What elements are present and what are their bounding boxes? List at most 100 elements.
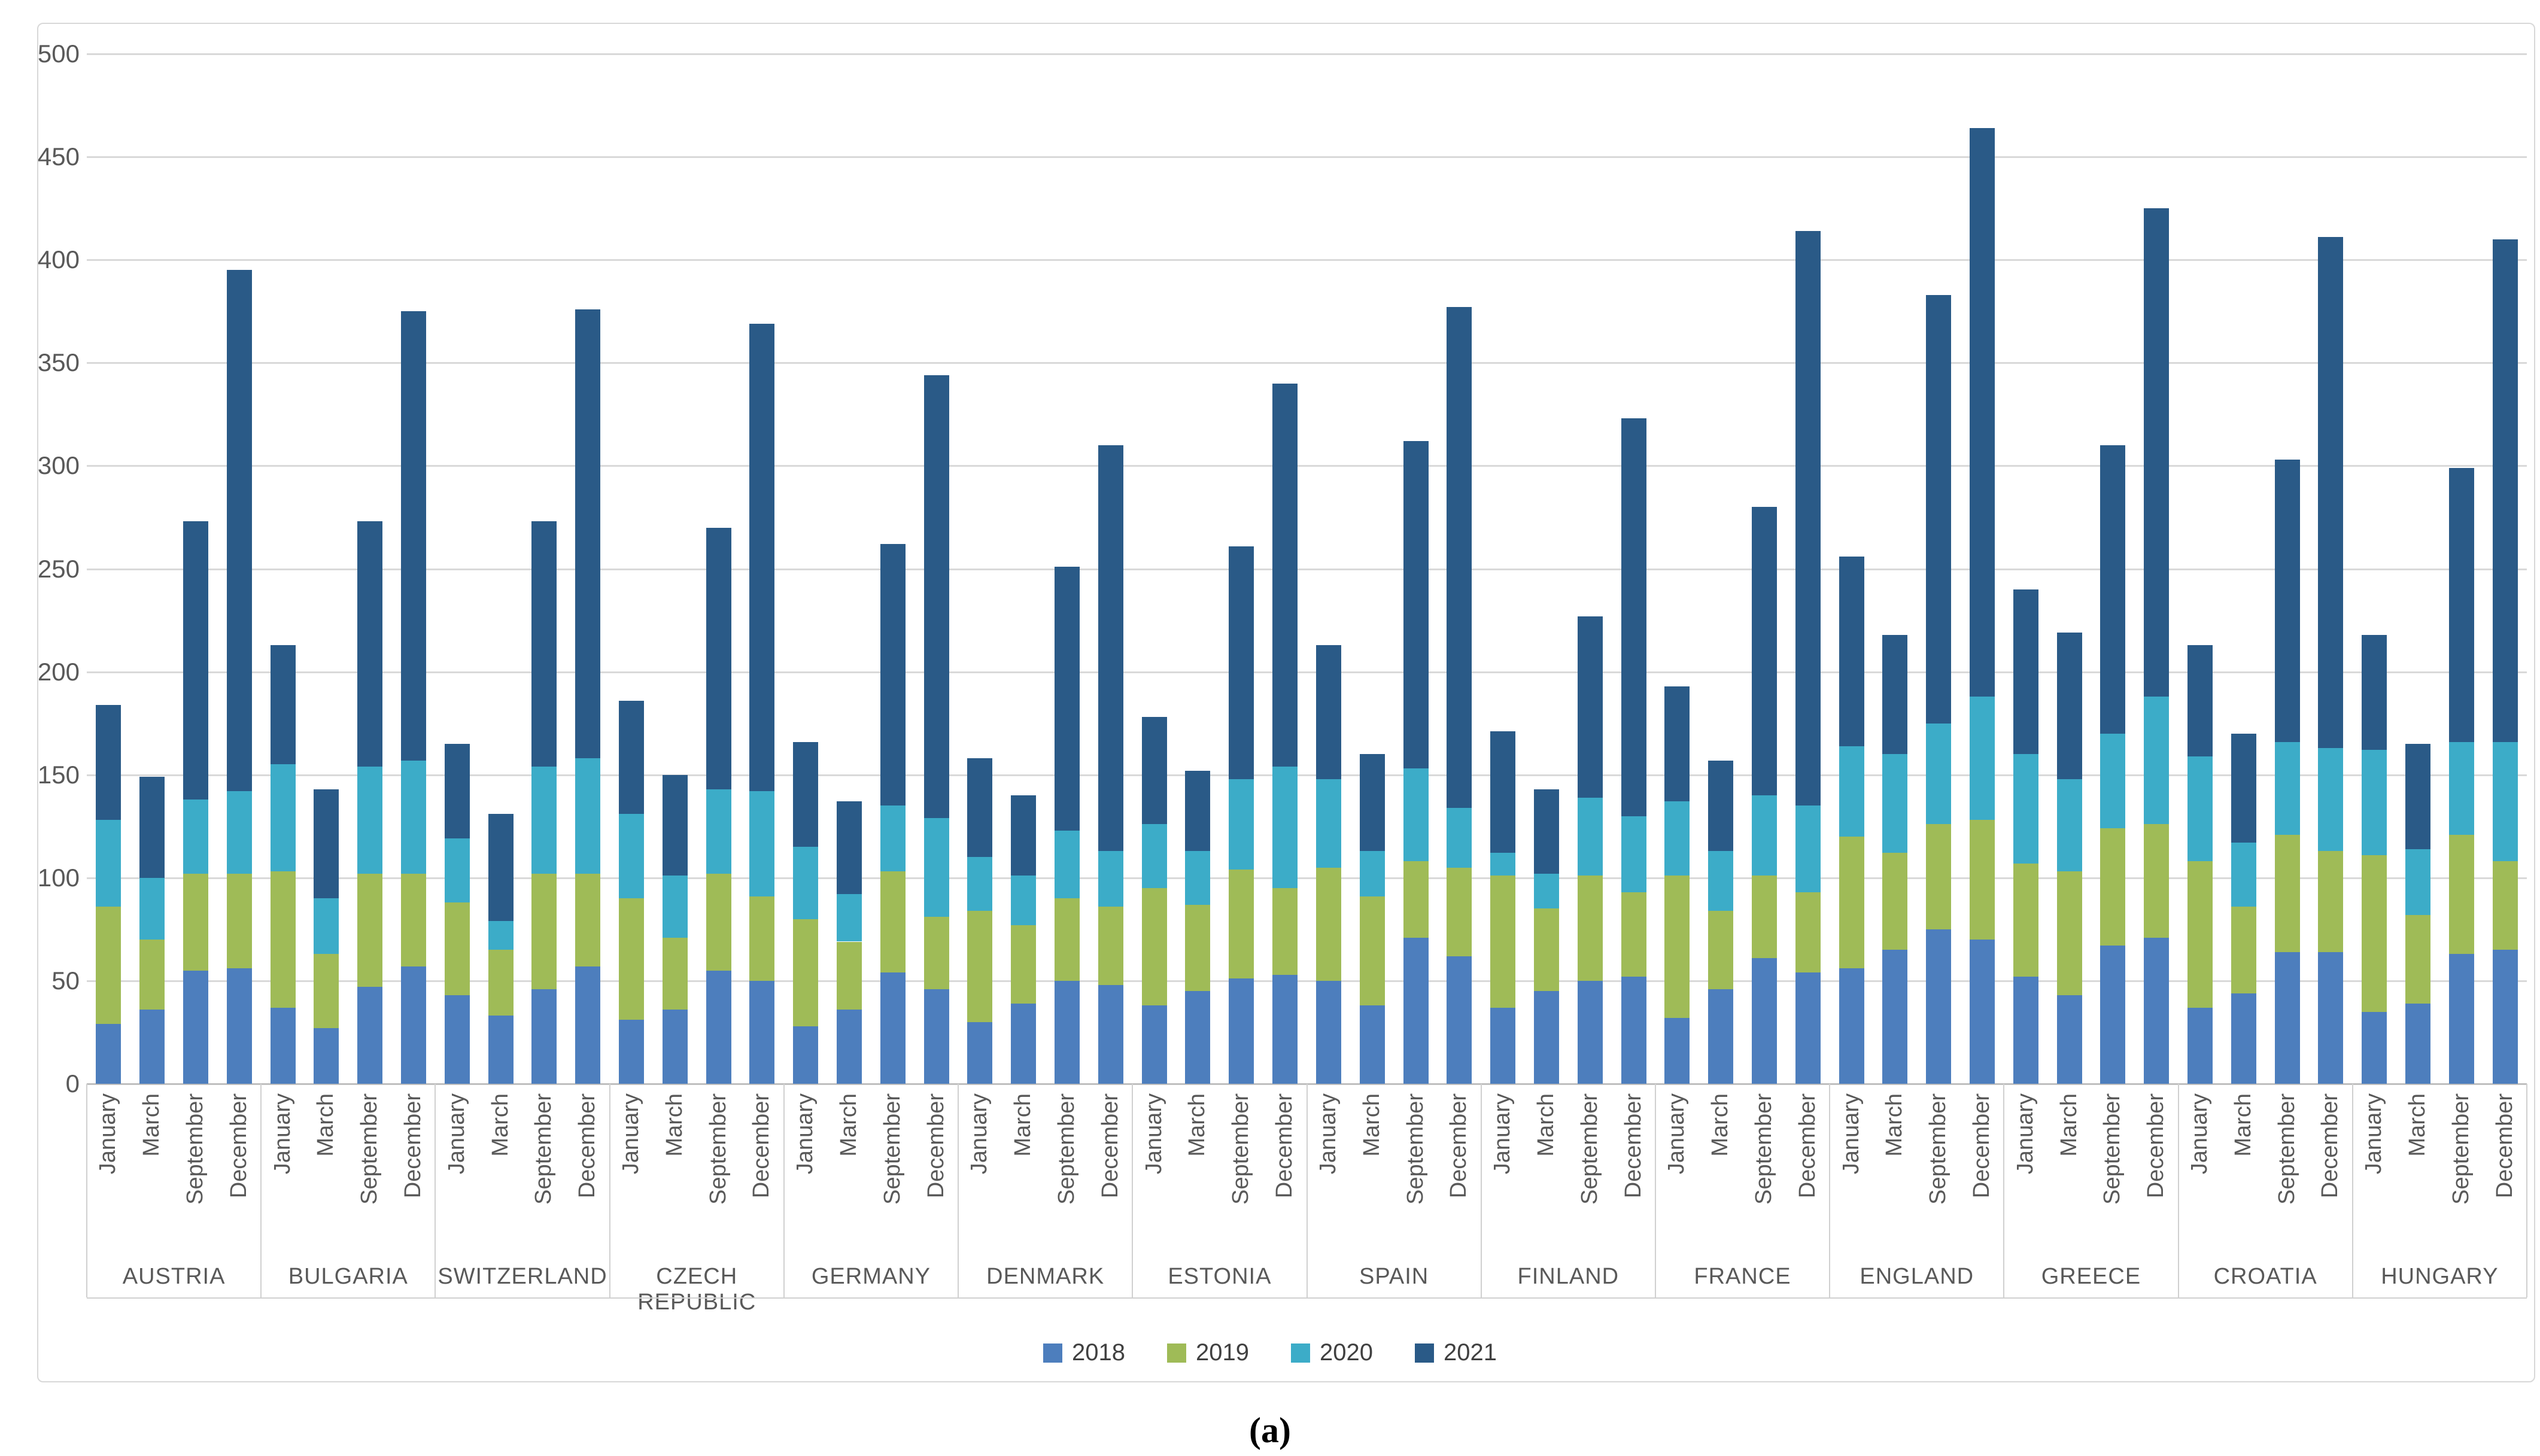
bar-segment-2021 bbox=[1315, 645, 1341, 779]
bar-segment-2018 bbox=[139, 1010, 165, 1084]
country-label: SWITZERLAND bbox=[437, 1264, 607, 1289]
bar-segment-2021 bbox=[1533, 789, 1559, 874]
bar-segment-2021 bbox=[1664, 686, 1690, 802]
month-label: March bbox=[2230, 1093, 2256, 1157]
bar-segment-2019 bbox=[183, 873, 208, 971]
bar-segment-2018 bbox=[1447, 956, 1472, 1084]
bar-segment-2020 bbox=[2362, 750, 2387, 855]
bar-segment-2019 bbox=[96, 906, 121, 1025]
bar-segment-2019 bbox=[1490, 876, 1516, 1008]
bar-segment-2018 bbox=[2274, 952, 2300, 1084]
bar-segment-2021 bbox=[139, 777, 165, 878]
month-label: September bbox=[879, 1093, 905, 1205]
country-label: AUSTRIA bbox=[122, 1264, 226, 1289]
bar-segment-2020 bbox=[880, 805, 906, 872]
bar-segment-2020 bbox=[2187, 756, 2213, 862]
bar-segment-2020 bbox=[1185, 851, 1211, 905]
bar-segment-2019 bbox=[575, 873, 601, 966]
bar-segment-2020 bbox=[1490, 853, 1516, 876]
month-label: January bbox=[967, 1093, 992, 1175]
bar-segment-2020 bbox=[531, 766, 557, 874]
bar-segment-2018 bbox=[2231, 993, 2256, 1084]
bar-segment-2020 bbox=[139, 877, 165, 940]
bar-segment-2020 bbox=[2274, 741, 2300, 835]
bar-segment-2021 bbox=[183, 521, 208, 800]
month-label: March bbox=[1359, 1093, 1384, 1157]
bar-segment-2018 bbox=[1882, 950, 1908, 1084]
bar-segment-2020 bbox=[1664, 801, 1690, 876]
gridline bbox=[87, 671, 2527, 673]
bar-segment-2019 bbox=[314, 954, 339, 1029]
legend-item: 2018 bbox=[1043, 1339, 1125, 1366]
bar-segment-2018 bbox=[1533, 991, 1559, 1084]
bar-segment-2019 bbox=[749, 896, 775, 981]
month-label: December bbox=[2317, 1093, 2343, 1199]
bar-segment-2020 bbox=[1315, 779, 1341, 868]
bar-segment-2021 bbox=[1795, 231, 1821, 806]
y-tick-label: 200 bbox=[37, 657, 80, 686]
country-label: ENGLAND bbox=[1860, 1264, 1974, 1289]
bar-segment-2019 bbox=[1229, 870, 1254, 979]
legend-label: 2020 bbox=[1320, 1339, 1373, 1366]
bar-segment-2019 bbox=[2318, 851, 2344, 952]
month-label: December bbox=[1794, 1093, 1820, 1199]
bar-segment-2021 bbox=[2013, 589, 2038, 755]
bar-segment-2021 bbox=[2448, 467, 2474, 742]
bar-segment-2018 bbox=[488, 1016, 514, 1084]
bar-segment-2019 bbox=[1403, 861, 1429, 938]
gridline bbox=[87, 362, 2527, 364]
bar-segment-2020 bbox=[1098, 851, 1123, 907]
month-label: September bbox=[1576, 1093, 1602, 1205]
month-label: January bbox=[1664, 1093, 1690, 1175]
bar-segment-2019 bbox=[1447, 867, 1472, 956]
bar-segment-2020 bbox=[619, 814, 645, 899]
bar-segment-2019 bbox=[1751, 876, 1777, 959]
month-label: December bbox=[2143, 1093, 2169, 1199]
bar-segment-2019 bbox=[2187, 861, 2213, 1008]
bar-segment-2021 bbox=[1185, 770, 1211, 852]
y-tick-label: 500 bbox=[37, 39, 80, 68]
group-separator bbox=[86, 1084, 87, 1297]
country-label: BULGARIA bbox=[288, 1264, 408, 1289]
bar-segment-2018 bbox=[2187, 1007, 2213, 1084]
month-label: January bbox=[2012, 1093, 2038, 1175]
bar-segment-2020 bbox=[967, 857, 993, 911]
bar-segment-2019 bbox=[880, 871, 906, 973]
gridline bbox=[87, 259, 2527, 262]
bar-segment-2021 bbox=[314, 789, 339, 899]
group-separator bbox=[1829, 1084, 1831, 1297]
bar-segment-2020 bbox=[96, 820, 121, 907]
country-label: DENMARK bbox=[986, 1264, 1105, 1289]
bar-segment-2018 bbox=[1272, 974, 1298, 1084]
bar-segment-2018 bbox=[2318, 952, 2344, 1084]
chart-legend: 2018 2019 2020 2021 bbox=[0, 1339, 2540, 1366]
bar-segment-2020 bbox=[444, 838, 470, 903]
bar-segment-2019 bbox=[270, 871, 296, 1008]
legend-item: 2020 bbox=[1291, 1339, 1373, 1366]
bar-segment-2021 bbox=[1011, 795, 1037, 876]
bar-segment-2019 bbox=[1533, 908, 1559, 992]
bar-segment-2020 bbox=[1272, 766, 1298, 888]
bar-segment-2020 bbox=[2144, 696, 2170, 825]
bar-segment-2021 bbox=[1708, 760, 1734, 852]
legend-swatch-icon bbox=[1414, 1343, 1434, 1363]
bar-segment-2021 bbox=[662, 774, 688, 876]
bar-segment-2020 bbox=[1403, 768, 1429, 862]
country-label: ESTONIA bbox=[1168, 1264, 1272, 1289]
bar-segment-2018 bbox=[880, 972, 906, 1084]
bar-segment-2021 bbox=[749, 323, 775, 792]
bar-segment-2018 bbox=[1055, 980, 1080, 1084]
bar-segment-2019 bbox=[1011, 925, 1037, 1004]
group-separator bbox=[958, 1084, 959, 1297]
bar-segment-2018 bbox=[531, 989, 557, 1084]
bar-segment-2021 bbox=[1403, 441, 1429, 769]
y-tick-label: 100 bbox=[37, 863, 80, 892]
bar-segment-2021 bbox=[1969, 127, 1995, 697]
bar-segment-2020 bbox=[2318, 747, 2344, 852]
month-label: March bbox=[139, 1093, 165, 1157]
bar-segment-2021 bbox=[2100, 445, 2126, 734]
month-label: September bbox=[357, 1093, 382, 1205]
bar-segment-2019 bbox=[923, 917, 949, 989]
bar-segment-2018 bbox=[1926, 929, 1952, 1084]
group-separator bbox=[260, 1084, 262, 1297]
